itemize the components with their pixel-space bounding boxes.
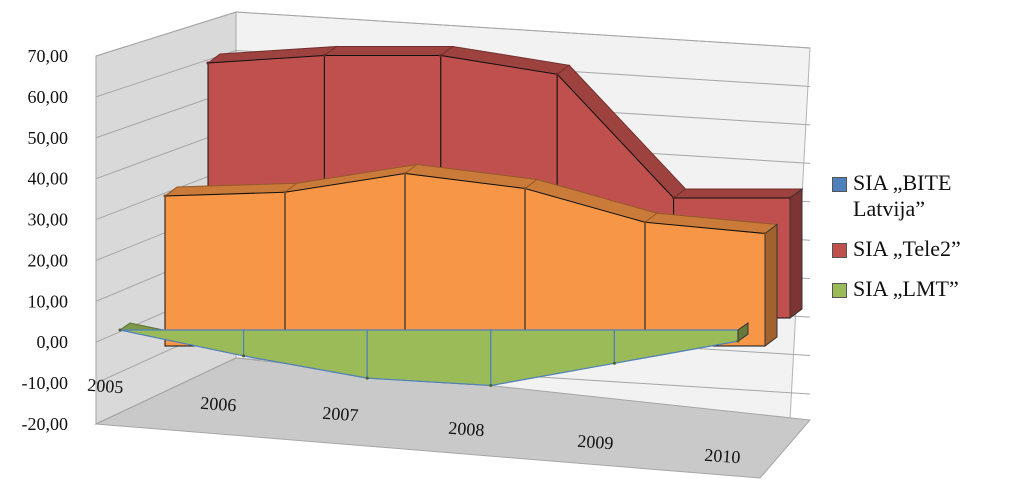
data-point [439, 54, 443, 57]
y-tick-label: 40,00 [28, 169, 69, 189]
x-tick-label: 2010 [704, 445, 741, 467]
legend: SIA „BITE Latvija” SIA „Tele2” SIA „LMT” [832, 170, 1022, 316]
data-point [365, 376, 369, 380]
y-tick-label: 20,00 [28, 250, 69, 270]
y-axis-ticks: 70,00 60,00 50,00 40,00 30,00 20,00 10,00 0,00 -… [22, 46, 69, 434]
series-1 [163, 163, 779, 347]
area-segment [366, 329, 492, 387]
y-tick-label: 30,00 [28, 210, 69, 230]
data-point [763, 232, 767, 235]
y-tick-label: 10,00 [28, 291, 69, 311]
legend-swatch-bite [832, 177, 847, 192]
area-end-face [764, 223, 778, 347]
x-tick-label: 2008 [448, 418, 485, 440]
gridline-side [95, 11, 237, 57]
legend-swatch-tele2 [832, 243, 847, 258]
data-point [555, 72, 559, 76]
area-segment [404, 172, 526, 347]
data-point [283, 190, 287, 194]
x-tick-label: 2007 [322, 403, 359, 425]
series-0 [118, 322, 749, 387]
gridline-side [95, 357, 237, 425]
y-tick-label: 70,00 [28, 46, 69, 66]
data-point [643, 220, 647, 224]
series-layer [118, 45, 804, 387]
data-point [672, 196, 676, 200]
area-segment [284, 172, 406, 347]
data-point [118, 328, 122, 332]
y-tick-label: 50,00 [28, 128, 69, 148]
area-top-facet [672, 188, 804, 199]
legend-item-tele2: SIA „Tele2” [832, 236, 1022, 262]
gridline-side [95, 49, 237, 98]
legend-label-tele2: SIA „Tele2” [853, 236, 961, 261]
gridline [235, 11, 811, 49]
legend-item-lmt: SIA „LMT” [832, 276, 1022, 302]
legend-label-lmt: SIA „LMT” [853, 276, 959, 301]
data-point [322, 54, 326, 57]
area-end-face [789, 188, 803, 319]
legend-swatch-lmt [832, 283, 847, 298]
legend-item-bite: SIA „BITE Latvija” [832, 170, 1022, 222]
legend-label-bite: SIA „BITE Latvija” [853, 170, 952, 221]
y-tick-label: -20,00 [22, 414, 69, 434]
data-point [523, 187, 527, 190]
area-segment [164, 191, 286, 347]
y-tick-label: -10,00 [22, 373, 69, 393]
x-tick-label: 2006 [200, 393, 237, 415]
y-tick-label: 60,00 [28, 87, 69, 107]
data-point [403, 172, 407, 175]
area-top-facet [322, 46, 455, 56]
area-end-face [737, 322, 749, 343]
x-tick-label: 2009 [577, 431, 614, 453]
x-tick-label: 2005 [87, 375, 124, 397]
data-point [489, 384, 493, 387]
data-point [788, 196, 792, 200]
x-axis-ticks: 2005 2006 2007 2008 2009 2010 [87, 375, 741, 467]
data-point [206, 61, 210, 65]
data-point [163, 194, 167, 198]
y-tick-label: 0,00 [37, 332, 69, 352]
data-point [242, 354, 246, 358]
data-point [736, 339, 740, 343]
data-point [612, 361, 616, 365]
